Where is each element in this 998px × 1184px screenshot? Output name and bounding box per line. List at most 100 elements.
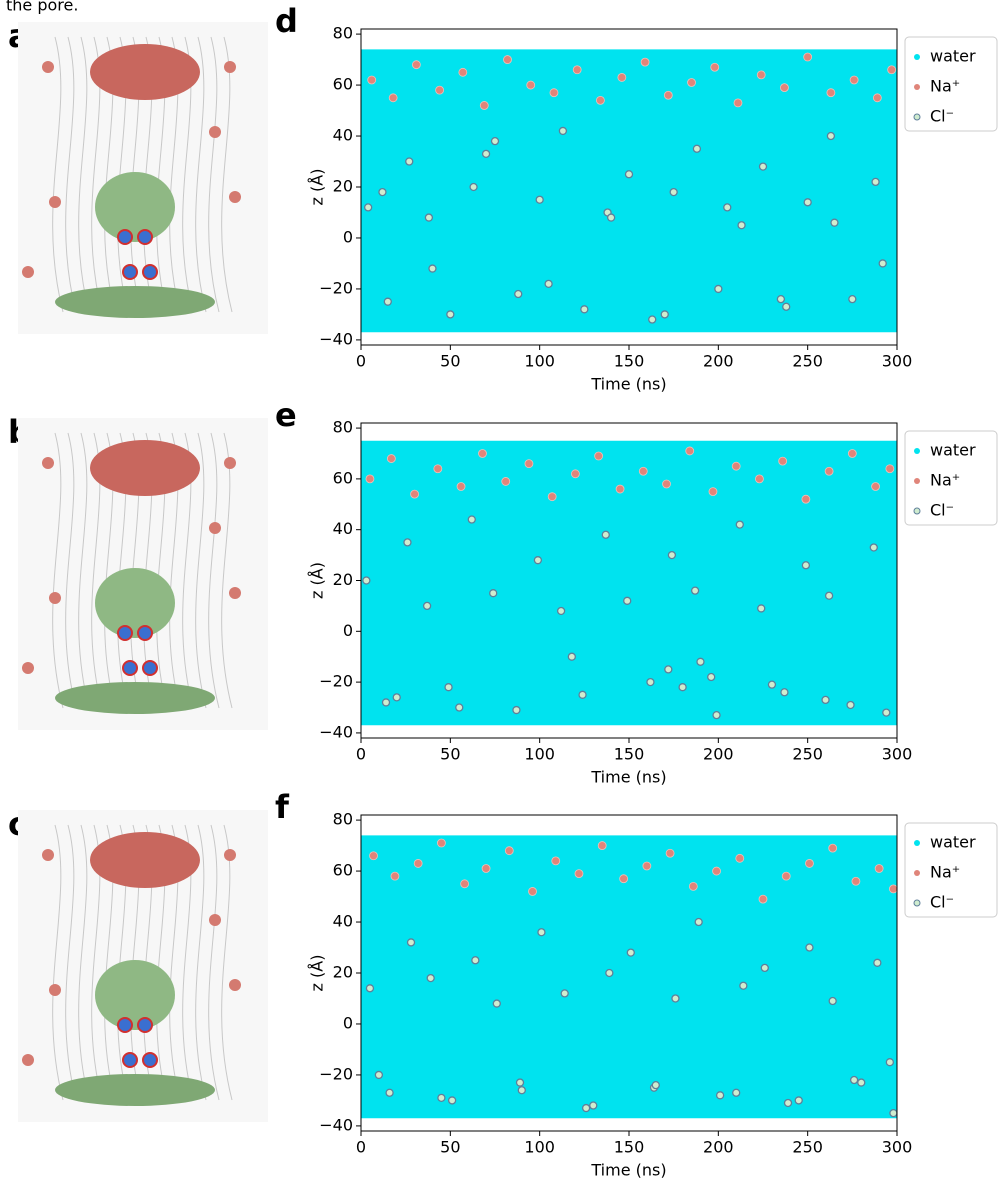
ion-point — [889, 884, 897, 894]
residue-spheres — [142, 264, 158, 280]
ion-point — [707, 672, 716, 682]
residue-spheres — [117, 1017, 133, 1033]
x-tick-label: 200 — [703, 745, 734, 764]
density-red-small — [22, 662, 34, 674]
ion-point — [694, 917, 703, 927]
x-tick-label: 0 — [356, 745, 366, 764]
ion-point — [801, 561, 811, 570]
ion-point — [878, 259, 887, 268]
ion-point — [596, 95, 605, 105]
ion-point — [714, 284, 723, 294]
legend-marker — [913, 507, 921, 515]
ion-point — [846, 700, 855, 710]
ion-point — [581, 1103, 591, 1113]
ion-point — [478, 449, 487, 458]
density-red-small — [42, 849, 54, 861]
structure-render: b — [8, 413, 268, 730]
ion-point — [651, 1080, 660, 1090]
legend-marker — [913, 899, 921, 907]
protein-trace — [52, 824, 64, 1101]
ion-point — [739, 981, 748, 990]
ion-point — [517, 1086, 526, 1095]
ion-point — [437, 1093, 446, 1103]
ion-point — [692, 144, 702, 153]
y-tick-label: −20 — [319, 1064, 353, 1083]
protein-trace — [78, 36, 90, 313]
ion-point — [492, 999, 501, 1008]
legend-marker — [914, 870, 920, 876]
ion-point — [551, 856, 561, 866]
ion-point — [685, 446, 695, 456]
ion-point — [757, 604, 766, 613]
ion-point — [578, 690, 587, 699]
ion-point — [410, 489, 420, 499]
ion-point — [826, 88, 836, 98]
density-red — [90, 440, 200, 496]
x-tick-label: 50 — [440, 745, 460, 764]
ion-point — [469, 182, 478, 192]
y-tick-label: 0 — [343, 621, 353, 640]
ion-point — [664, 665, 673, 674]
x-tick-label: 0 — [356, 1138, 366, 1157]
ion-point — [446, 310, 455, 319]
residue-spheres — [137, 229, 153, 245]
legend-frame — [904, 36, 998, 132]
y-tick-label: −20 — [319, 672, 353, 691]
water-region — [361, 440, 897, 726]
protein-trace — [65, 36, 77, 313]
y-tick-label: 20 — [333, 177, 353, 196]
y-tick-label: −40 — [319, 1115, 353, 1134]
ion-point — [760, 963, 769, 973]
density-green — [95, 172, 175, 242]
ion-point — [422, 601, 432, 611]
ion-point — [572, 65, 582, 75]
ion-point — [824, 591, 834, 600]
ion-point — [805, 943, 814, 952]
ion-point — [489, 589, 498, 598]
ion-point — [737, 221, 746, 230]
density-red-small — [209, 914, 221, 926]
legend-label: Cl⁻ — [930, 501, 954, 520]
ion-point — [687, 78, 696, 87]
ion-point — [481, 149, 491, 159]
y-tick-label: 80 — [333, 24, 353, 43]
ion-point — [406, 938, 416, 947]
ion-point — [601, 530, 610, 539]
ion-point — [731, 461, 741, 471]
ion-point — [367, 75, 377, 85]
ion-point — [594, 451, 604, 461]
y-tick-label: −40 — [319, 722, 353, 741]
y-axis-label: z (Å) — [308, 169, 327, 206]
ion-point — [363, 203, 373, 212]
caption: the pore. — [6, 0, 78, 15]
ion-point — [849, 75, 859, 85]
ion-point — [381, 698, 391, 707]
ion-point — [624, 170, 634, 179]
x-tick-label: 50 — [440, 352, 460, 371]
ion-point — [885, 464, 895, 474]
ion-point — [626, 948, 635, 957]
x-tick-label: 300 — [882, 352, 913, 371]
legend-label: water — [930, 47, 976, 66]
legend-marker — [913, 113, 921, 121]
ion-point — [481, 864, 491, 873]
density-green-bottom — [55, 286, 215, 318]
ion-point — [889, 1109, 897, 1118]
residue-spheres — [122, 1052, 138, 1068]
ion-point — [405, 157, 414, 166]
x-tick-label: 100 — [524, 1138, 555, 1157]
y-tick-label: 20 — [333, 963, 353, 982]
ion-point — [848, 294, 857, 304]
ion-point — [826, 131, 836, 141]
x-axis-label: Time (ns) — [590, 375, 666, 394]
ion-point — [660, 310, 669, 319]
density-red-small — [49, 196, 61, 208]
ion-point — [873, 958, 882, 967]
ion-point — [556, 606, 566, 616]
ion-point — [869, 543, 878, 552]
density-red-small — [229, 191, 241, 203]
ion-point — [567, 652, 576, 661]
ion-point — [735, 520, 744, 529]
residue-spheres — [117, 229, 133, 245]
ion-point — [535, 195, 544, 204]
